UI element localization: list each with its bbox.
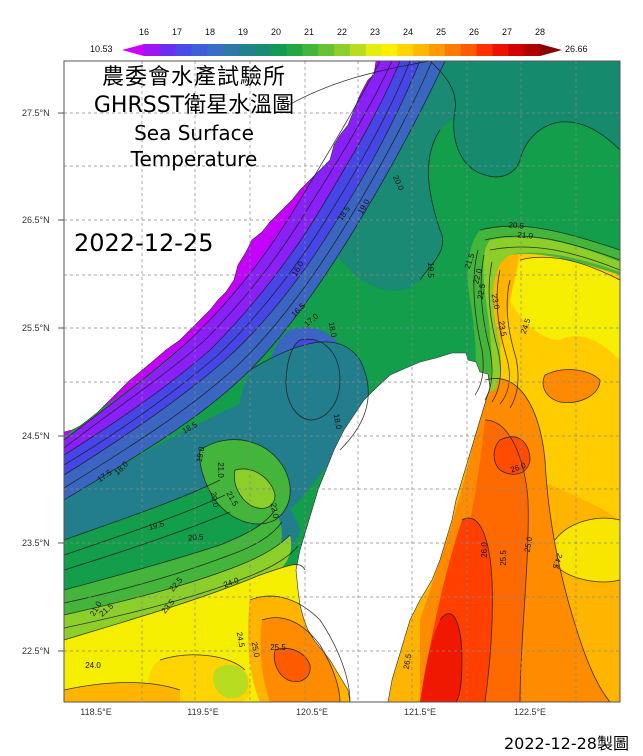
contour-label: 25.0 — [523, 536, 535, 553]
observation-date: 2022-12-25 — [74, 229, 214, 257]
colorbar-tick-label: 21 — [303, 27, 315, 37]
latitude-tick-label: 25.5°N — [22, 323, 50, 333]
product-title: GHRSST衛星水溫圖 — [93, 93, 295, 118]
colorbar-max-label: 26.66 — [565, 44, 588, 54]
contour-label: 21.0 — [216, 462, 225, 478]
contour-label: 26.0 — [480, 542, 489, 558]
colorbar-tick-label: 18 — [204, 27, 216, 37]
contour-label: 19.5 — [426, 262, 435, 278]
contour-label: 23.0 — [490, 293, 502, 310]
contour-label: 19.0 — [195, 446, 207, 463]
contour-label: 20.0 — [209, 491, 221, 508]
colorbar-tick-label: 24 — [402, 27, 414, 37]
colorbar-tick-label: 26 — [468, 27, 480, 37]
contour-label: 26.5 — [402, 653, 414, 670]
longitude-tick-label: 118.5°E — [80, 707, 112, 717]
longitude-tick-label: 121.5°E — [403, 707, 437, 717]
subtitle-line-2: Temperature — [130, 147, 258, 171]
colorbar-tick-label: 28 — [534, 27, 546, 37]
contour-label: 22.0 — [269, 502, 281, 519]
colorbar-tick-label: 19 — [237, 27, 249, 37]
colorbar-min-label: 10.53 — [90, 44, 113, 54]
colorbar-tick-label: 25 — [435, 27, 447, 37]
contour-label: 25.5 — [499, 550, 508, 566]
contour-label: 24.0 — [85, 661, 101, 670]
latitude-tick-label: 24.5°N — [22, 431, 50, 441]
longitude-tick-label: 120.5°E — [295, 707, 329, 717]
latitude-tick-label: 23.5°N — [22, 538, 50, 548]
contour-label: 24.5 — [235, 631, 247, 648]
production-date-note: 2022-12-28製圖 — [504, 734, 629, 753]
contour-label: 25.5 — [270, 643, 286, 652]
colorbar-tick-label: 16 — [138, 27, 150, 37]
longitude-tick-label: 122.5°E — [513, 707, 547, 717]
title-block: 農委會水產試驗所 GHRSST衛星水溫圖 Sea Surface Tempera… — [64, 64, 324, 172]
colorbar-tick-label: 23 — [369, 27, 381, 37]
latitude-tick-label: 22.5°N — [22, 646, 50, 656]
contour-label: 18.0 — [332, 413, 344, 430]
longitude-tick-label: 119.5°E — [187, 707, 219, 717]
contour-label: 18.0 — [327, 321, 339, 338]
institution-title: 農委會水產試驗所 — [101, 65, 286, 90]
latitude-tick-label: 26.5°N — [22, 215, 50, 225]
colorbar-tick-label: 27 — [501, 27, 513, 37]
colorbar-tick-label: 17 — [171, 27, 183, 37]
colorbar-tick-label: 22 — [336, 27, 348, 37]
contour-label: 21.0 — [517, 230, 534, 240]
subtitle-line-1: Sea Surface — [134, 121, 254, 145]
colorbar-tick-label: 20 — [270, 27, 282, 37]
latitude-tick-label: 27.5°N — [22, 108, 50, 118]
contour-label: 22.0 — [471, 267, 484, 285]
contour-label: 20.5 — [188, 532, 205, 542]
contour-label: 25.0 — [250, 641, 262, 658]
contour-label: 22.5 — [476, 283, 488, 300]
colorbar-gradient — [122, 44, 562, 56]
contour-label: 20.5 — [508, 220, 525, 230]
contour-label: 23.5 — [497, 320, 509, 337]
plot-frame — [63, 60, 621, 703]
contour-label: 19.5 — [148, 519, 166, 532]
